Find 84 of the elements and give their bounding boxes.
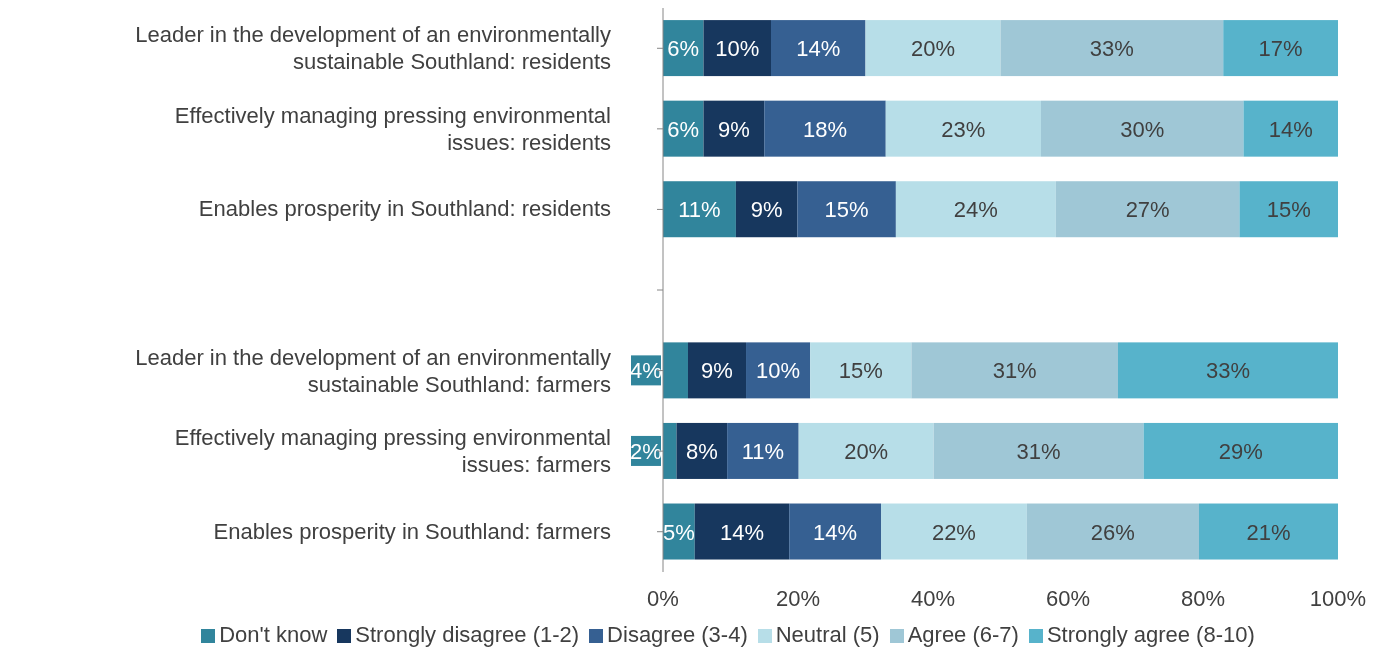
data-label: 15%: [1266, 197, 1311, 223]
bar: [1143, 422, 1338, 479]
data-label: 15%: [838, 358, 883, 384]
bar: [1223, 20, 1338, 77]
bar: [764, 100, 886, 157]
legend-label: Neutral (5): [775, 622, 880, 647]
data-label: 31%: [1016, 438, 1061, 464]
data-label: 14%: [719, 519, 764, 545]
bar: [895, 181, 1056, 238]
data-label: 10%: [756, 358, 801, 384]
x-tick-label: 20%: [775, 585, 821, 611]
data-label: 29%: [1218, 438, 1263, 464]
legend-label: Don't know: [219, 622, 328, 647]
data-label: 21%: [1246, 519, 1291, 545]
data-label: 14%: [1268, 116, 1313, 142]
data-label: 17%: [1258, 36, 1303, 62]
x-tick-label: 100%: [1309, 585, 1367, 611]
bar: [789, 503, 882, 560]
bar: [1041, 100, 1244, 157]
bar: [881, 503, 1027, 560]
y-tick-label: Leader in the development of an environmentally sustainable Southland: farmers: [135, 344, 611, 397]
bar: [1055, 181, 1240, 238]
bar: [798, 422, 934, 479]
data-label: 27%: [1125, 197, 1170, 223]
bar: [933, 422, 1144, 479]
bar: [911, 342, 1118, 399]
data-label: 24%: [953, 197, 998, 223]
bar: [727, 422, 799, 479]
bar: [694, 503, 790, 560]
legend-label: Strongly disagree (1-2): [355, 622, 580, 647]
y-tick-label: Effectively managing pressing environmental issues: residents: [174, 102, 611, 155]
data-label: 2%: [630, 438, 662, 464]
data-label: 9%: [717, 116, 750, 142]
bar: [735, 181, 798, 238]
bar: [687, 342, 747, 399]
data-label: 20%: [910, 36, 956, 62]
bar: [1198, 503, 1338, 560]
data-label: 22%: [931, 519, 976, 545]
legend-label: Agree (6-7): [907, 622, 1019, 647]
bar: [771, 20, 866, 77]
bar: [1243, 100, 1338, 157]
y-tick-label: Enables prosperity in Southland: farmers: [213, 518, 611, 544]
bar: [1026, 503, 1199, 560]
x-tick-label: 0%: [647, 585, 679, 611]
x-tick-label: 60%: [1045, 585, 1091, 611]
bar: [797, 181, 896, 238]
bar: [1117, 342, 1338, 399]
y-tick-label: Effectively managing pressing environmental issues: farmers: [174, 425, 611, 478]
x-tick-label: 80%: [1180, 585, 1226, 611]
bar: [810, 342, 912, 399]
data-label: 8%: [685, 438, 718, 464]
legend-label: Strongly agree (8-10): [1046, 622, 1255, 647]
data-label: 11%: [741, 438, 785, 464]
data-label: 31%: [992, 358, 1037, 384]
data-label: 14%: [813, 519, 858, 545]
data-label: 18%: [802, 116, 848, 142]
y-tick-label: Leader in the development of an environmentally sustainable Southland: residents: [135, 22, 611, 75]
data-label: 15%: [824, 197, 869, 223]
bar: [1239, 181, 1338, 238]
data-label: 9%: [750, 197, 783, 223]
bar: [865, 20, 1001, 77]
data-label: 20%: [844, 438, 889, 464]
bar: [1000, 20, 1224, 77]
y-tick-label: Enables prosperity in Southland: residents: [198, 196, 611, 222]
bar: [746, 342, 811, 399]
data-label: 5%: [662, 519, 695, 545]
data-label: 33%: [1089, 36, 1134, 62]
data-label: 23%: [941, 116, 986, 142]
bar: [703, 20, 771, 77]
bar: [885, 100, 1041, 157]
data-label: 6%: [667, 36, 700, 62]
data-label: 30%: [1120, 116, 1165, 142]
x-tick-label: 40%: [910, 585, 956, 611]
data-label: 10%: [715, 36, 760, 62]
data-label: 11%: [678, 197, 721, 223]
data-label: 4%: [630, 358, 662, 384]
data-label: 26%: [1090, 519, 1135, 545]
data-label: 9%: [701, 358, 733, 384]
bar: [703, 100, 765, 157]
bar: [663, 181, 736, 238]
data-label: 33%: [1205, 358, 1250, 384]
legend-label: Disagree (3-4): [607, 622, 748, 647]
data-label: 6%: [667, 116, 700, 142]
data-label: 14%: [796, 36, 841, 62]
